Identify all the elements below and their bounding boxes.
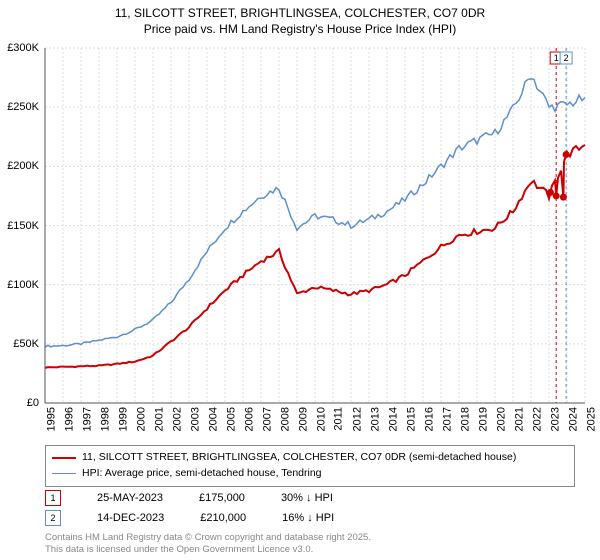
x-tick-label: 2008 [279,407,291,431]
footer-attribution: Contains HM Land Registry data © Crown c… [45,532,371,556]
x-tick-label: 2022 [531,407,543,431]
marker-date-1: 25-MAY-2023 [97,492,163,504]
x-tick-label: 2023 [549,407,561,431]
x-tick-label: 2017 [441,407,453,431]
legend-label-1: 11, SILCOTT STREET, BRIGHTLINGSEA, COLCH… [82,450,516,466]
marker-badge-2: 2 [45,510,61,526]
marker-date-2: 14-DEC-2023 [97,512,164,524]
y-tick-label: £100K [7,279,39,291]
x-tick-label: 1997 [81,407,93,431]
legend: 11, SILCOTT STREET, BRIGHTLINGSEA, COLCH… [45,445,575,487]
legend-label-2: HPI: Average price, semi-detached house,… [82,466,322,482]
x-tick-label: 2015 [405,407,417,431]
marker-row-2: 2 14-DEC-2023 £210,000 16% ↓ HPI [45,510,585,526]
y-tick-label: £150K [7,220,39,232]
legend-swatch-1 [52,457,76,459]
y-axis: £0£50K£100K£150K£200K£250K£300K [0,48,42,403]
x-tick-label: 1999 [117,407,129,431]
x-tick-label: 2009 [297,407,309,431]
y-tick-label: £200K [7,160,39,172]
marker-price-1: £175,000 [199,492,245,504]
x-tick-label: 2003 [189,407,201,431]
x-tick-label: 2012 [351,407,363,431]
svg-text:2: 2 [564,53,569,63]
x-tick-label: 2019 [477,407,489,431]
svg-text:1: 1 [554,53,559,63]
x-tick-label: 2011 [333,407,345,431]
x-tick-label: 2024 [567,407,579,431]
x-tick-label: 1996 [63,407,75,431]
x-tick-label: 2018 [459,407,471,431]
chart-title-line1: 11, SILCOTT STREET, BRIGHTLINGSEA, COLCH… [0,6,600,22]
chart-title-line2: Price paid vs. HM Land Registry's House … [0,22,600,38]
legend-swatch-2 [52,473,76,474]
y-tick-label: £250K [7,101,39,113]
marker-badge-1: 1 [45,490,61,506]
marker-price-2: £210,000 [200,512,246,524]
x-tick-label: 2014 [387,407,399,431]
x-tick-label: 2010 [315,407,327,431]
marker-delta-1: 30% ↓ HPI [281,492,333,504]
y-tick-label: £300K [7,42,39,54]
x-tick-label: 1995 [45,407,57,431]
x-tick-label: 2020 [495,407,507,431]
x-tick-label: 2021 [513,407,525,431]
chart-plot: 12 [45,48,585,403]
x-tick-label: 2004 [207,407,219,431]
x-tick-label: 2016 [423,407,435,431]
x-axis: 1995 1996 1997 1998 1999 2000 2001 2002 2003 2004… [45,405,585,445]
x-tick-label: 2013 [369,407,381,431]
x-tick-label: 1998 [99,407,111,431]
y-tick-label: £0 [27,397,39,409]
x-tick-label: 2025 [585,407,597,431]
x-tick-label: 2006 [243,407,255,431]
x-tick-label: 2001 [153,407,165,431]
x-tick-label: 2007 [261,407,273,431]
marker-delta-2: 16% ↓ HPI [282,512,334,524]
x-tick-label: 2002 [171,407,183,431]
x-tick-label: 2000 [135,407,147,431]
x-tick-label: 2005 [225,407,237,431]
y-tick-label: £50K [13,338,39,350]
marker-row-1: 1 25-MAY-2023 £175,000 30% ↓ HPI [45,490,585,506]
